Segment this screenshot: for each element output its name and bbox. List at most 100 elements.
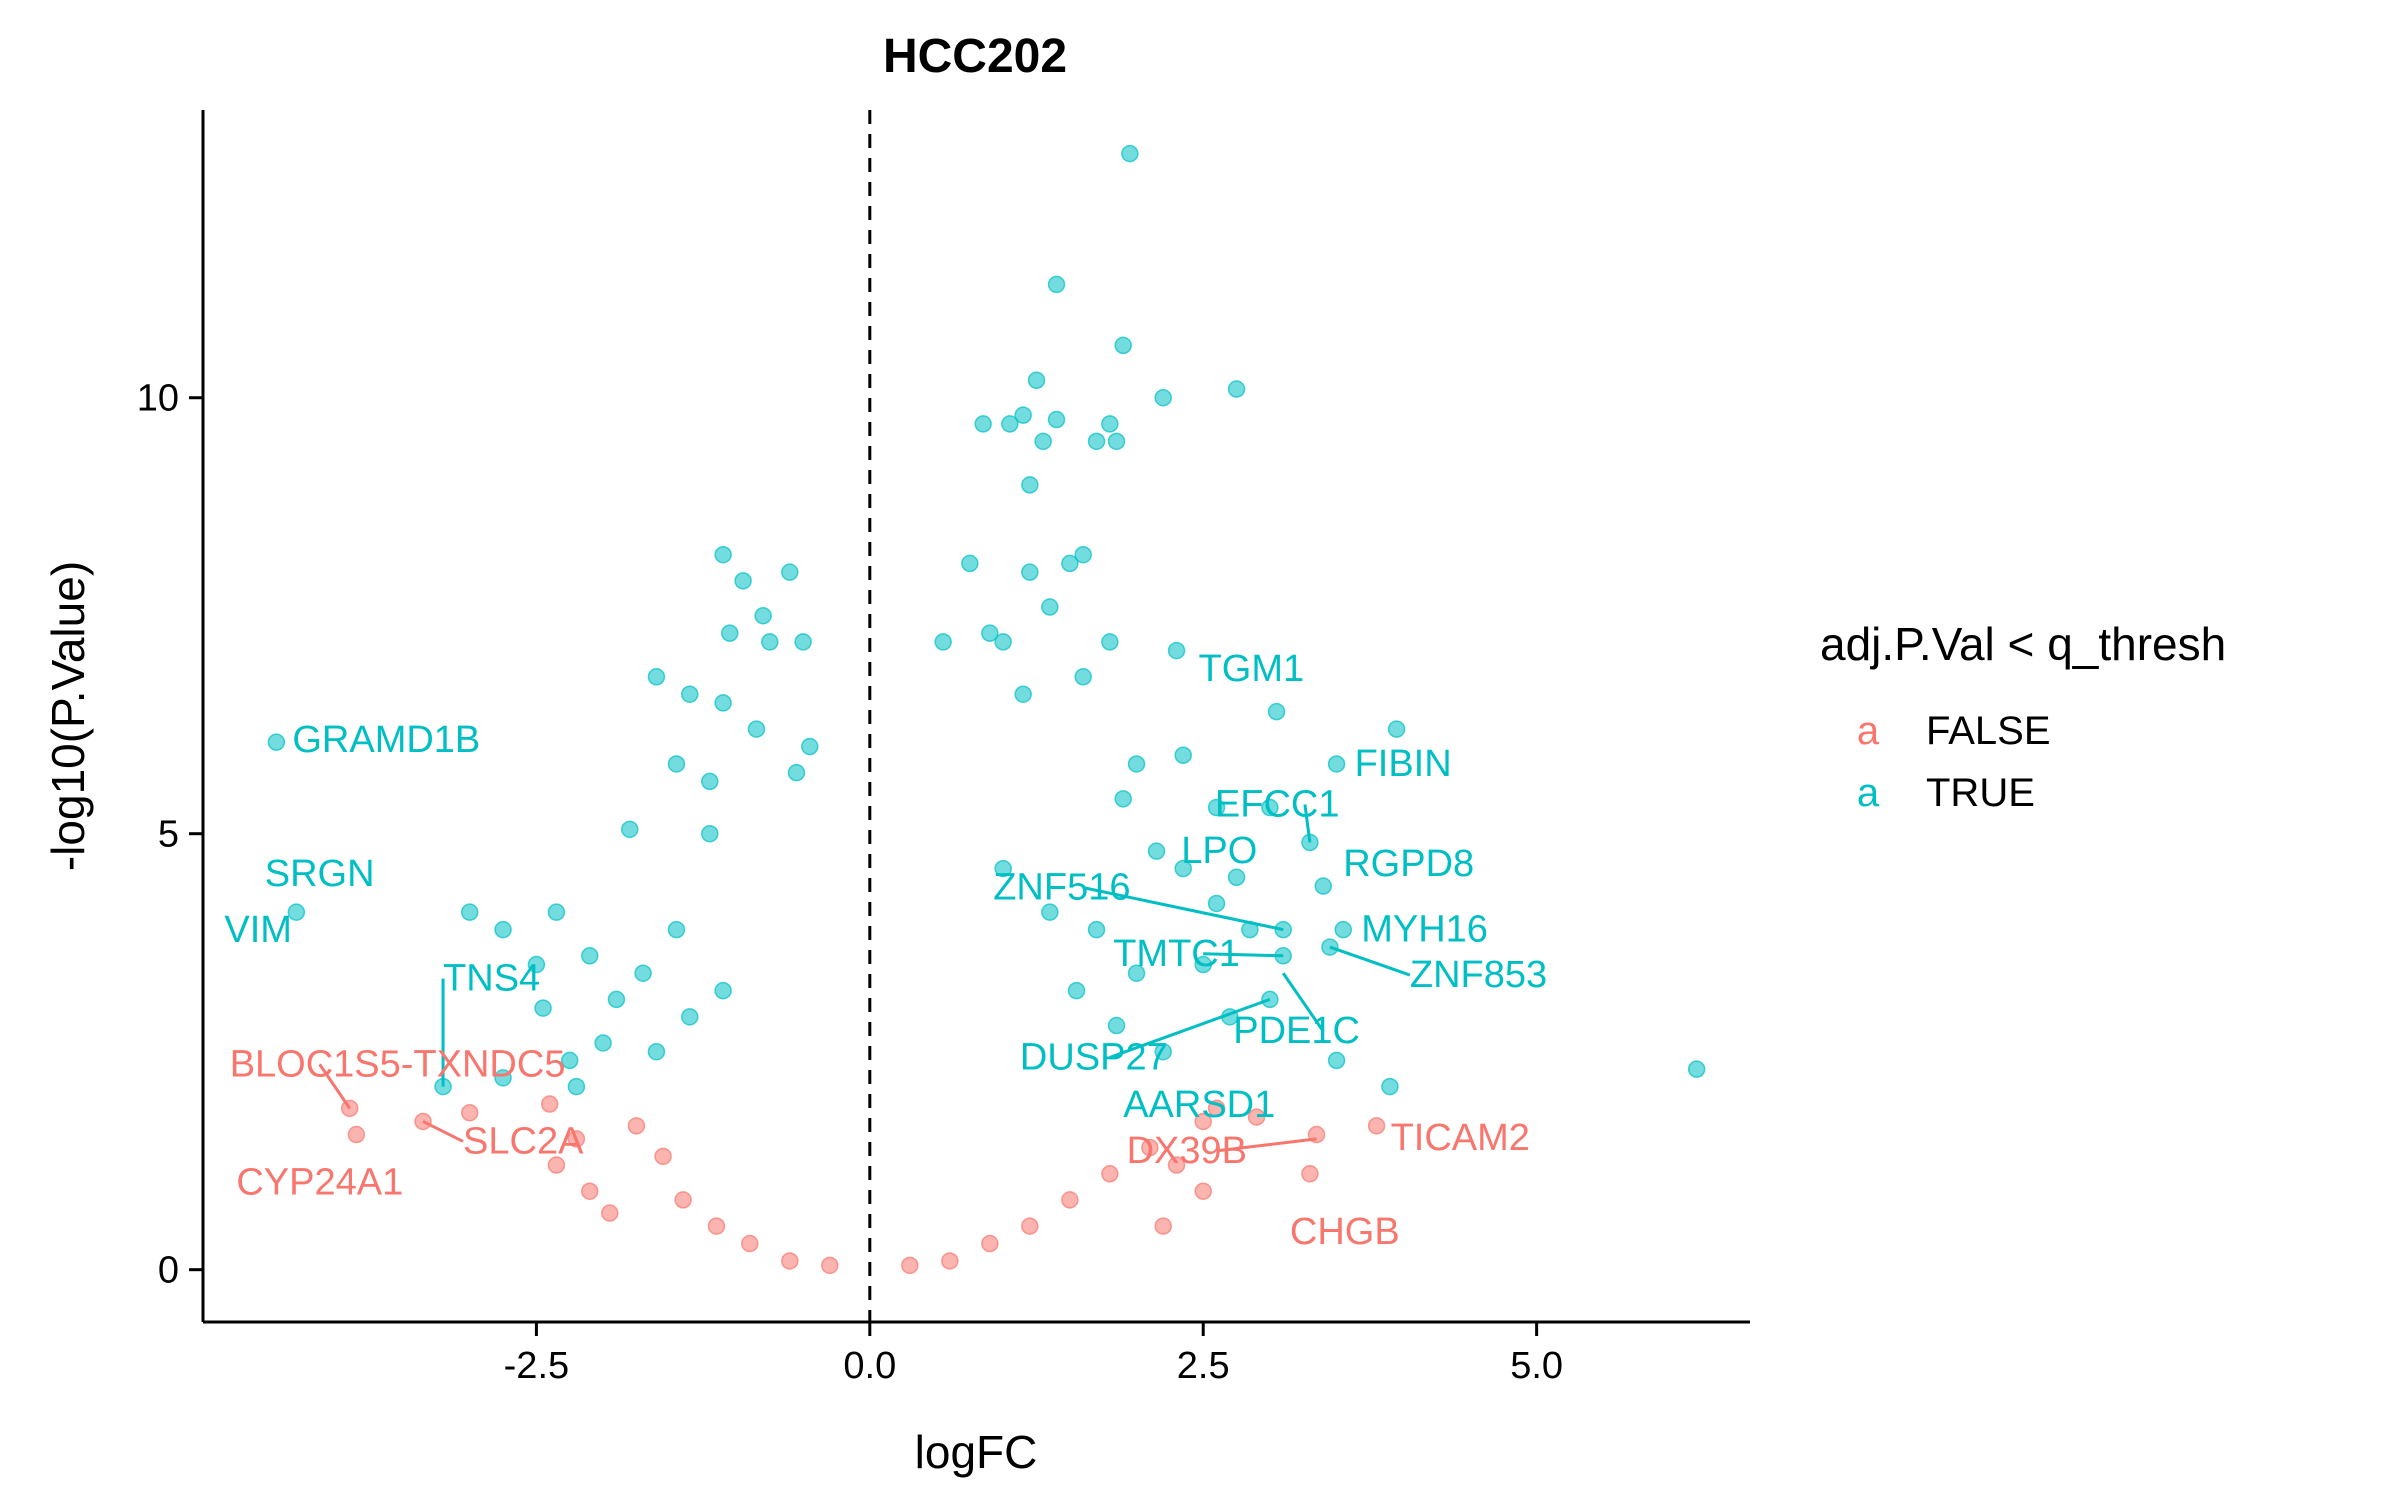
data-point-false bbox=[347, 1125, 366, 1144]
gene-label: RGPD8 bbox=[1343, 843, 1474, 885]
data-point-true bbox=[1047, 275, 1066, 294]
data-point-true bbox=[1154, 388, 1172, 407]
gene-label: AARSD1 bbox=[1123, 1084, 1275, 1126]
gene-label: TICAM2 bbox=[1391, 1117, 1530, 1159]
data-points-layer bbox=[267, 144, 1706, 1275]
x-axis-ticks: -2.5 0.0 2.5 5.0 bbox=[504, 1322, 1563, 1387]
data-point-true bbox=[1267, 702, 1286, 721]
legend-key-false: a bbox=[1857, 709, 1880, 753]
data-point-false bbox=[1154, 1217, 1172, 1235]
data-point-false bbox=[707, 1217, 726, 1235]
data-point-true bbox=[1327, 1051, 1346, 1070]
data-point-true bbox=[1174, 746, 1192, 764]
data-point-true bbox=[754, 606, 772, 625]
data-point-true bbox=[1021, 476, 1039, 494]
data-point-true bbox=[747, 720, 766, 738]
data-point-false bbox=[1061, 1191, 1079, 1209]
data-point-true bbox=[647, 1042, 666, 1061]
data-point-true bbox=[714, 545, 732, 564]
data-point-true bbox=[607, 990, 626, 1009]
data-point-true bbox=[1314, 877, 1332, 895]
data-point-true bbox=[1167, 641, 1186, 660]
data-point-true bbox=[701, 824, 719, 843]
y-axis-title: -log10(P.Value) bbox=[42, 561, 94, 871]
data-point-true bbox=[1127, 964, 1146, 982]
data-point-true bbox=[287, 903, 306, 921]
data-point-true bbox=[1261, 798, 1279, 817]
legend-label-true: TRUE bbox=[1926, 771, 2035, 815]
data-point-true bbox=[1087, 432, 1106, 451]
data-point-false bbox=[601, 1204, 619, 1222]
data-point-false bbox=[654, 1147, 672, 1166]
gene-label: PDE1C bbox=[1233, 1010, 1360, 1052]
data-point-true bbox=[721, 624, 739, 642]
data-point-true bbox=[621, 820, 639, 839]
data-point-true bbox=[974, 415, 992, 433]
gene-label-leader bbox=[422, 1120, 464, 1143]
data-point-true bbox=[1074, 668, 1092, 686]
data-point-false bbox=[1301, 1165, 1319, 1183]
data-point-true bbox=[787, 763, 806, 782]
data-point-true bbox=[1001, 415, 1019, 433]
gene-label: TMTC1 bbox=[1113, 933, 1240, 975]
data-point-false bbox=[821, 1256, 839, 1275]
gene-label-leader bbox=[1082, 886, 1284, 932]
gene-label-leader bbox=[1203, 952, 1284, 958]
data-point-false bbox=[547, 1156, 566, 1174]
data-point-false bbox=[674, 1191, 692, 1209]
gene-label: TNS4 bbox=[443, 958, 540, 1000]
data-point-true bbox=[1207, 798, 1226, 817]
data-point-false bbox=[460, 1103, 479, 1122]
data-point-false bbox=[741, 1234, 759, 1253]
data-point-false bbox=[540, 1095, 559, 1113]
data-point-true bbox=[994, 859, 1012, 878]
data-point-false bbox=[781, 1252, 799, 1270]
data-point-false bbox=[1101, 1165, 1119, 1183]
data-point-true bbox=[1227, 380, 1246, 398]
y-tick-label: 10 bbox=[137, 378, 179, 420]
gene-label: CHGB bbox=[1290, 1211, 1400, 1253]
data-point-false bbox=[581, 1182, 599, 1200]
gene-label: ZNF516 bbox=[993, 867, 1130, 909]
gene-label: VIM bbox=[224, 909, 292, 951]
legend-item-false: a FALSE bbox=[1857, 709, 2051, 753]
data-point-true bbox=[1154, 1042, 1172, 1061]
data-point-true bbox=[1207, 894, 1226, 913]
data-point-true bbox=[801, 737, 819, 756]
legend-item-true: a TRUE bbox=[1857, 771, 2035, 815]
data-point-true bbox=[647, 668, 666, 686]
data-point-false bbox=[1141, 1138, 1159, 1157]
data-point-false bbox=[627, 1117, 646, 1135]
data-point-true bbox=[494, 920, 512, 939]
data-point-true bbox=[667, 755, 686, 773]
data-point-true bbox=[567, 1077, 586, 1096]
gene-label: CYP24A1 bbox=[236, 1162, 403, 1204]
data-point-true bbox=[667, 920, 686, 939]
data-point-false bbox=[1167, 1156, 1186, 1174]
data-point-true bbox=[594, 1034, 612, 1052]
data-point-false bbox=[1194, 1112, 1212, 1131]
gene-label-leader bbox=[1281, 972, 1325, 1033]
data-point-true bbox=[681, 1008, 699, 1026]
data-point-true bbox=[1101, 415, 1119, 433]
gene-label-leader bbox=[1329, 945, 1411, 977]
chart-title: HCC202 bbox=[883, 30, 1067, 83]
data-point-true bbox=[1067, 981, 1086, 1000]
legend-key-true: a bbox=[1857, 771, 1880, 815]
gene-label: BLOC1S5-TXNDC5 bbox=[230, 1043, 566, 1085]
gene-label-leader bbox=[318, 1063, 351, 1110]
data-point-true bbox=[1014, 406, 1032, 424]
data-point-true bbox=[527, 955, 546, 974]
data-point-true bbox=[1114, 336, 1132, 355]
data-point-false bbox=[1021, 1217, 1039, 1235]
data-point-true bbox=[1114, 790, 1132, 808]
data-point-true bbox=[1381, 1077, 1399, 1096]
data-point-true bbox=[981, 624, 999, 642]
gene-label: MYH16 bbox=[1361, 909, 1488, 951]
data-point-false bbox=[981, 1234, 999, 1253]
data-point-true bbox=[1147, 842, 1166, 860]
data-point-true bbox=[1041, 598, 1059, 616]
gene-label-leader bbox=[1303, 804, 1312, 843]
